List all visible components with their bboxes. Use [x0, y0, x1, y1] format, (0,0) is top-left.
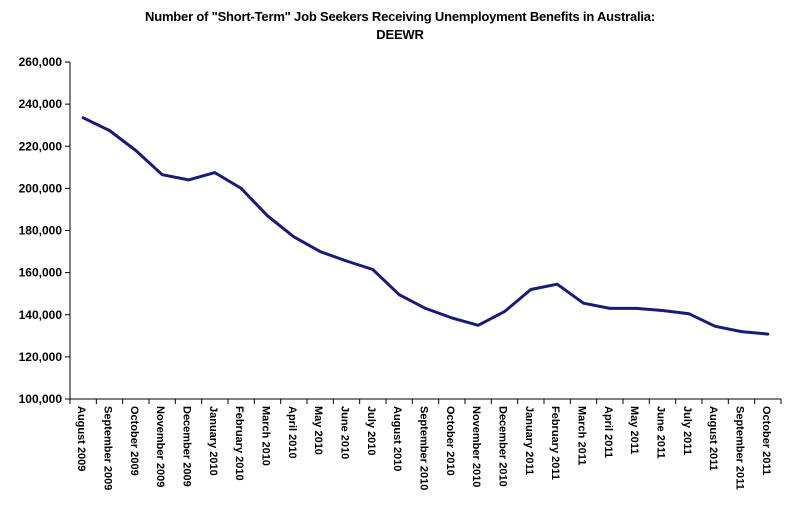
data-point — [608, 307, 612, 310]
x-tick-label: February 2010 — [233, 406, 245, 481]
data-point — [213, 171, 217, 174]
x-tick-label: October 2009 — [128, 406, 140, 476]
data-point — [239, 187, 243, 190]
y-tick-label: 140,000 — [19, 308, 63, 322]
x-tick-label: June 2010 — [339, 406, 351, 459]
data-point — [108, 129, 111, 132]
series-line — [81, 116, 770, 336]
data-point — [713, 325, 717, 328]
x-tick-label: August 2010 — [391, 406, 403, 471]
x-tick-label: March 2010 — [260, 406, 272, 466]
data-point — [503, 310, 506, 313]
x-tick-label: September 2009 — [102, 406, 114, 490]
data-point — [687, 312, 691, 315]
data-point — [634, 307, 638, 310]
y-tick-label: 100,000 — [19, 392, 63, 406]
y-tick-label: 180,000 — [19, 224, 63, 238]
x-tick-label: May 2010 — [312, 406, 324, 455]
x-tick-label: October 2011 — [760, 406, 772, 475]
data-point — [371, 268, 375, 271]
x-tick-label: September 2010 — [418, 406, 430, 490]
x-tick-label: August 2011 — [707, 406, 719, 471]
y-ticks: 100,000 120,000 140,000 160,000 180,000 200,0… — [19, 55, 70, 406]
x-tick-label: January 2010 — [207, 406, 219, 476]
y-tick-label: 260,000 — [19, 55, 63, 69]
x-tick-label: September 2011 — [734, 406, 746, 490]
data-point — [134, 149, 138, 152]
data-point — [397, 293, 401, 296]
x-tick-label: June 2011 — [655, 406, 667, 459]
y-tick-label: 200,000 — [19, 181, 63, 195]
data-point — [266, 214, 269, 217]
series-group — [81, 116, 770, 336]
x-tick-label: July 2011 — [681, 406, 693, 455]
y-tick-label: 120,000 — [19, 350, 63, 364]
x-tick-label: April 2010 — [286, 406, 298, 459]
data-point — [160, 173, 164, 176]
y-tick-label: 160,000 — [19, 266, 63, 280]
y-tick-label: 220,000 — [19, 139, 63, 153]
data-point — [187, 178, 190, 182]
x-tick-label: May 2011 — [628, 406, 640, 454]
data-point — [424, 307, 427, 310]
x-tick-label: November 2009 — [154, 406, 166, 487]
x-tick-label: December 2009 — [181, 406, 193, 487]
data-point — [345, 259, 348, 263]
x-tick-label: August 2009 — [75, 406, 87, 471]
data-point — [292, 235, 296, 239]
y-tick-label: 240,000 — [19, 97, 63, 111]
data-point — [476, 324, 480, 327]
data-point — [529, 288, 533, 291]
data-point — [766, 332, 770, 336]
x-tick-label: December 2010 — [497, 406, 509, 487]
data-point — [740, 330, 743, 333]
x-tick-label: October 2010 — [444, 406, 456, 476]
x-ticks: August 2009 September 2009 October 2009 Nov… — [69, 399, 782, 490]
x-tick-label: January 2011 — [523, 406, 535, 475]
chart-title-line1: Number of "Short-Term" Job Seekers Recei… — [145, 9, 655, 24]
data-point — [661, 309, 664, 312]
data-point — [450, 316, 454, 320]
x-tick-label: March 2011 — [576, 406, 588, 465]
data-point — [81, 116, 85, 120]
data-point — [318, 250, 322, 253]
data-point — [555, 283, 559, 286]
x-tick-label: February 2011 — [549, 406, 561, 480]
chart-title: Number of "Short-Term" Job Seekers Recei… — [0, 8, 800, 44]
data-point — [582, 301, 585, 305]
x-tick-label: November 2010 — [470, 406, 482, 487]
x-tick-label: July 2010 — [365, 406, 377, 456]
x-tick-label: April 2011 — [602, 406, 614, 458]
chart-title-line2: DEEWR — [376, 27, 424, 42]
